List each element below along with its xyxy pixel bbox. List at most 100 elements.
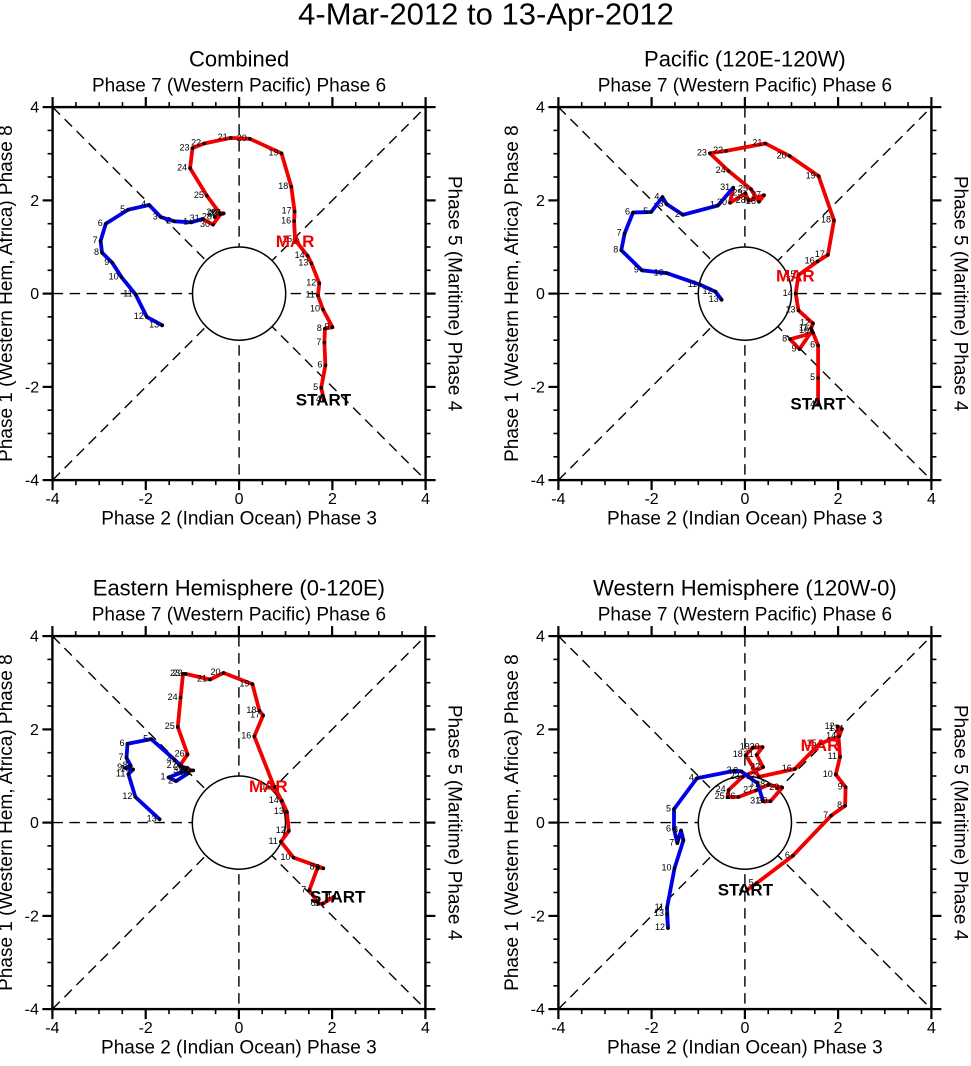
svg-text:16: 16 (281, 216, 291, 226)
svg-text:START: START (790, 395, 846, 414)
svg-text:15: 15 (785, 269, 795, 279)
svg-text:11: 11 (655, 902, 664, 912)
svg-text:23: 23 (697, 148, 707, 158)
svg-text:10: 10 (661, 863, 671, 873)
svg-text:11: 11 (306, 290, 315, 300)
svg-text:7: 7 (823, 810, 828, 820)
svg-text:1: 1 (710, 200, 715, 210)
svg-text:4: 4 (739, 884, 744, 894)
svg-text:Phase 7 (Western Pacific) Phas: Phase 7 (Western Pacific) Phase 6 (92, 605, 386, 626)
svg-text:-4: -4 (45, 1020, 59, 1037)
svg-text:26: 26 (746, 196, 756, 206)
svg-text:2: 2 (675, 209, 680, 219)
svg-text:-2: -2 (531, 908, 545, 925)
svg-text:19: 19 (239, 678, 249, 688)
svg-text:2: 2 (834, 491, 843, 508)
svg-text:17: 17 (250, 710, 260, 720)
svg-text:4-Mar-2012 to 13-Apr-2012: 4-Mar-2012 to 13-Apr-2012 (298, 0, 674, 32)
svg-text:25: 25 (738, 183, 748, 193)
svg-text:8: 8 (310, 862, 315, 872)
svg-text:7: 7 (301, 884, 306, 894)
svg-text:2: 2 (166, 216, 171, 226)
svg-text:12: 12 (800, 318, 810, 328)
svg-text:Phase 1 (Western Hem, Africa): Phase 1 (Western Hem, Africa) Phase 8 (0, 654, 17, 991)
svg-text:9: 9 (104, 257, 109, 267)
svg-text:Phase 7 (Western Pacific) Phas: Phase 7 (Western Pacific) Phase 6 (598, 605, 892, 626)
svg-text:28: 28 (755, 779, 765, 789)
svg-text:19: 19 (806, 170, 816, 180)
svg-text:13: 13 (274, 806, 284, 816)
svg-text:5: 5 (143, 733, 148, 743)
svg-text:4: 4 (689, 773, 694, 783)
svg-text:6: 6 (666, 823, 671, 833)
svg-text:-2: -2 (644, 491, 658, 508)
svg-text:30: 30 (200, 219, 210, 229)
svg-text:2: 2 (536, 193, 545, 210)
svg-text:10: 10 (120, 764, 130, 774)
svg-text:7: 7 (118, 752, 123, 762)
svg-text:15: 15 (261, 781, 271, 791)
svg-text:5: 5 (313, 382, 318, 392)
svg-text:18: 18 (821, 215, 831, 225)
svg-text:11: 11 (269, 836, 278, 846)
svg-text:12: 12 (825, 721, 835, 731)
svg-text:21: 21 (744, 749, 754, 759)
svg-text:22: 22 (173, 668, 183, 678)
svg-text:Phase 5 (Maritime) Phase 4: Phase 5 (Maritime) Phase 4 (444, 176, 465, 412)
svg-text:Phase 5 (Maritime) Phase 4: Phase 5 (Maritime) Phase 4 (443, 705, 464, 941)
svg-text:24: 24 (716, 784, 726, 794)
svg-text:8: 8 (837, 800, 842, 810)
svg-text:12: 12 (306, 278, 316, 288)
svg-text:10: 10 (280, 852, 290, 862)
svg-text:15: 15 (806, 738, 816, 748)
svg-text:10: 10 (654, 267, 664, 277)
svg-text:Phase 7 (Western Pacific) Phas: Phase 7 (Western Pacific) Phase 6 (92, 76, 386, 97)
svg-text:START: START (296, 390, 352, 409)
svg-text:9: 9 (675, 835, 680, 845)
svg-text:13: 13 (709, 294, 719, 304)
svg-text:9: 9 (634, 265, 639, 275)
svg-text:26: 26 (206, 207, 216, 217)
svg-text:14: 14 (783, 288, 793, 298)
svg-text:20: 20 (210, 667, 220, 677)
svg-text:26: 26 (725, 791, 735, 801)
svg-text:23: 23 (170, 668, 180, 678)
svg-text:12: 12 (134, 311, 144, 321)
svg-text:31: 31 (173, 765, 183, 775)
svg-text:12: 12 (122, 791, 132, 801)
svg-text:22: 22 (750, 761, 760, 771)
svg-text:31: 31 (750, 795, 760, 805)
svg-text:22: 22 (191, 138, 201, 148)
svg-text:Eastern Hemisphere (0-120E): Eastern Hemisphere (0-120E) (93, 575, 385, 600)
svg-text:11: 11 (828, 751, 837, 761)
svg-text:-2: -2 (139, 491, 153, 508)
svg-text:-4: -4 (551, 491, 565, 508)
svg-text:-4: -4 (25, 1002, 39, 1019)
svg-text:16: 16 (241, 731, 251, 741)
svg-text:4: 4 (654, 191, 659, 201)
svg-text:4: 4 (810, 399, 815, 409)
svg-text:27: 27 (167, 760, 177, 770)
svg-text:4: 4 (927, 1020, 936, 1037)
svg-text:11: 11 (116, 768, 125, 778)
svg-text:-2: -2 (644, 1020, 658, 1037)
svg-text:-4: -4 (551, 1020, 565, 1037)
svg-text:17: 17 (815, 249, 825, 259)
svg-text:7: 7 (316, 337, 321, 347)
svg-text:27: 27 (211, 208, 221, 218)
svg-text:2: 2 (328, 1020, 337, 1037)
svg-text:15: 15 (282, 234, 292, 244)
svg-text:6: 6 (311, 898, 316, 908)
svg-text:4: 4 (316, 394, 321, 404)
svg-text:28: 28 (736, 195, 746, 205)
svg-text:16: 16 (782, 763, 792, 773)
svg-text:29: 29 (769, 782, 779, 792)
svg-text:31: 31 (190, 213, 200, 223)
svg-text:8: 8 (782, 334, 787, 344)
svg-text:4: 4 (421, 491, 430, 508)
svg-text:7: 7 (669, 837, 674, 847)
svg-text:29: 29 (732, 188, 742, 198)
svg-text:6: 6 (810, 340, 815, 350)
svg-text:4: 4 (30, 629, 39, 646)
svg-text:29: 29 (178, 765, 188, 775)
